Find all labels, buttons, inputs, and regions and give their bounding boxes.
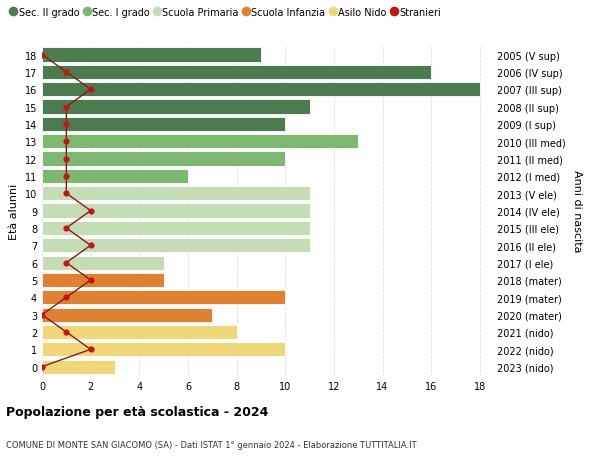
Point xyxy=(62,225,71,232)
Bar xyxy=(42,291,285,305)
Bar xyxy=(42,273,164,287)
Point xyxy=(62,190,71,197)
Point xyxy=(86,207,95,215)
Y-axis label: Anni di nascita: Anni di nascita xyxy=(572,170,582,252)
Bar xyxy=(42,256,164,270)
Point xyxy=(62,259,71,267)
Point xyxy=(62,294,71,301)
Y-axis label: Età alunni: Età alunni xyxy=(9,183,19,239)
Point xyxy=(62,138,71,146)
Bar xyxy=(42,308,212,322)
Point xyxy=(62,69,71,76)
Point xyxy=(62,173,71,180)
Point xyxy=(62,156,71,163)
Point xyxy=(62,121,71,129)
Bar xyxy=(42,325,236,339)
Point xyxy=(37,52,47,59)
Bar xyxy=(42,169,188,184)
Bar xyxy=(42,100,310,114)
Point xyxy=(86,242,95,249)
Point xyxy=(62,104,71,111)
Bar xyxy=(42,83,480,97)
Bar xyxy=(42,221,310,235)
Bar xyxy=(42,48,261,62)
Bar xyxy=(42,360,115,374)
Point xyxy=(37,311,47,319)
Bar xyxy=(42,239,310,253)
Point xyxy=(86,86,95,94)
Legend: Sec. II grado, Sec. I grado, Scuola Primaria, Scuola Infanzia, Asilo Nido, Stran: Sec. II grado, Sec. I grado, Scuola Prim… xyxy=(11,8,441,18)
Bar xyxy=(42,187,310,201)
Point xyxy=(86,346,95,353)
Point xyxy=(62,329,71,336)
Text: COMUNE DI MONTE SAN GIACOMO (SA) - Dati ISTAT 1° gennaio 2024 - Elaborazione TUT: COMUNE DI MONTE SAN GIACOMO (SA) - Dati … xyxy=(6,441,416,449)
Bar xyxy=(42,118,285,132)
Bar xyxy=(42,66,431,80)
Text: Popolazione per età scolastica - 2024: Popolazione per età scolastica - 2024 xyxy=(6,405,268,419)
Bar xyxy=(42,342,285,357)
Bar xyxy=(42,135,358,149)
Point xyxy=(86,277,95,284)
Point xyxy=(37,363,47,370)
Bar xyxy=(42,204,310,218)
Bar xyxy=(42,152,285,166)
